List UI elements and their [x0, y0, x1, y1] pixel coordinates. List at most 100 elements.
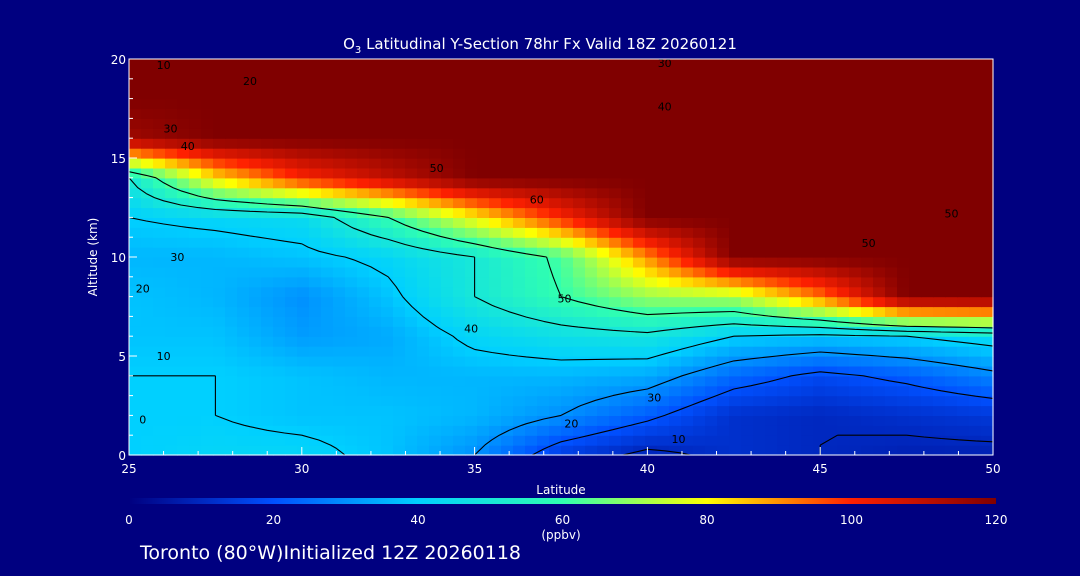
heatmap-cell — [801, 395, 814, 407]
heatmap-cell — [753, 375, 766, 387]
heatmap-cell — [657, 405, 670, 416]
heatmap-cell — [453, 237, 466, 248]
heatmap-cell — [261, 316, 274, 327]
heatmap-cell — [405, 316, 418, 327]
heatmap-cell — [933, 158, 946, 169]
heatmap-cell — [249, 405, 262, 416]
heatmap-cell — [753, 316, 766, 327]
heatmap-cell — [849, 217, 862, 228]
heatmap-cell — [297, 197, 310, 209]
heatmap-cell — [297, 237, 310, 248]
heatmap-cell — [237, 435, 250, 446]
heatmap-cell — [165, 356, 178, 367]
heatmap-cell — [153, 266, 166, 278]
heatmap-cell — [501, 197, 514, 209]
heatmap-cell — [633, 445, 646, 456]
heatmap-cell — [645, 395, 658, 407]
heatmap-cell — [381, 78, 394, 90]
heatmap-cell — [837, 306, 850, 317]
heatmap-cell — [213, 247, 226, 258]
heatmap-cell — [657, 158, 670, 169]
heatmap-cell — [225, 375, 238, 387]
heatmap-cell — [285, 88, 298, 100]
heatmap-cell — [285, 177, 298, 189]
heatmap-cell — [981, 98, 994, 110]
heatmap-cell — [789, 306, 802, 317]
heatmap-cell — [969, 118, 982, 129]
heatmap-cell — [717, 257, 730, 268]
heatmap-cell — [405, 197, 418, 209]
heatmap-cell — [297, 247, 310, 258]
heatmap-cell — [201, 257, 214, 268]
heatmap-cell — [597, 405, 610, 416]
heatmap-cell — [585, 306, 598, 317]
heatmap-cell — [777, 108, 790, 119]
heatmap-cell — [753, 425, 766, 436]
heatmap-cell — [261, 257, 274, 268]
heatmap-cell — [765, 336, 778, 347]
heatmap-cell — [309, 68, 322, 80]
heatmap-cell — [741, 326, 754, 337]
heatmap-cell — [921, 148, 934, 159]
heatmap-cell — [981, 138, 994, 149]
heatmap-cell — [333, 167, 346, 179]
heatmap-cell — [525, 148, 538, 159]
heatmap-cell — [945, 187, 958, 199]
heatmap-cell — [693, 356, 706, 367]
heatmap-cell — [837, 395, 850, 407]
heatmap-cell — [249, 395, 262, 407]
heatmap-cell — [621, 88, 634, 100]
heatmap-cell — [741, 346, 754, 357]
heatmap-cell — [297, 98, 310, 110]
contour-line — [531, 371, 994, 456]
heatmap-cell — [597, 296, 610, 308]
heatmap-cell — [705, 158, 718, 169]
heatmap-cell — [741, 177, 754, 189]
heatmap-cell — [273, 227, 286, 238]
heatmap-cell — [825, 326, 838, 337]
heatmap-cell — [753, 158, 766, 169]
heatmap-cell — [201, 167, 214, 179]
heatmap-cell — [417, 395, 430, 407]
heatmap-cell — [141, 257, 154, 268]
heatmap-cell — [777, 365, 790, 377]
heatmap-cell — [165, 425, 178, 436]
y-tick-label: 15 — [111, 152, 126, 166]
heatmap-cell — [477, 326, 490, 337]
heatmap-cell — [849, 415, 862, 426]
heatmap-cell — [177, 128, 190, 139]
heatmap-cell — [981, 78, 994, 90]
heatmap-cell — [729, 217, 742, 228]
heatmap-cell — [405, 68, 418, 80]
heatmap-cell — [333, 356, 346, 367]
heatmap-cell — [801, 346, 814, 357]
heatmap-cell — [861, 227, 874, 238]
heatmap-cell — [153, 227, 166, 238]
heatmap-cell — [453, 167, 466, 179]
heatmap-cell — [933, 217, 946, 228]
heatmap-cell — [429, 98, 442, 110]
heatmap-cell — [765, 167, 778, 179]
heatmap-cell — [285, 385, 298, 397]
heatmap-cell — [477, 286, 490, 298]
heatmap-cell — [249, 445, 262, 456]
heatmap-cell — [813, 435, 826, 446]
heatmap-cell — [861, 177, 874, 189]
heatmap-cell — [789, 207, 802, 218]
heatmap-cell — [501, 365, 514, 377]
heatmap-cell — [441, 217, 454, 228]
heatmap-cell — [249, 385, 262, 397]
heatmap-cell — [261, 217, 274, 228]
heatmap-cell — [285, 187, 298, 199]
heatmap-cell — [765, 395, 778, 407]
heatmap-cell — [501, 296, 514, 308]
heatmap-cell — [585, 187, 598, 199]
heatmap-cell — [513, 59, 526, 70]
heatmap-cell — [153, 237, 166, 248]
heatmap-cell — [645, 316, 658, 327]
heatmap-cell — [297, 356, 310, 367]
heatmap-cell — [501, 286, 514, 298]
heatmap-cell — [969, 68, 982, 80]
heatmap-cell — [345, 395, 358, 407]
heatmap-cell — [369, 207, 382, 218]
